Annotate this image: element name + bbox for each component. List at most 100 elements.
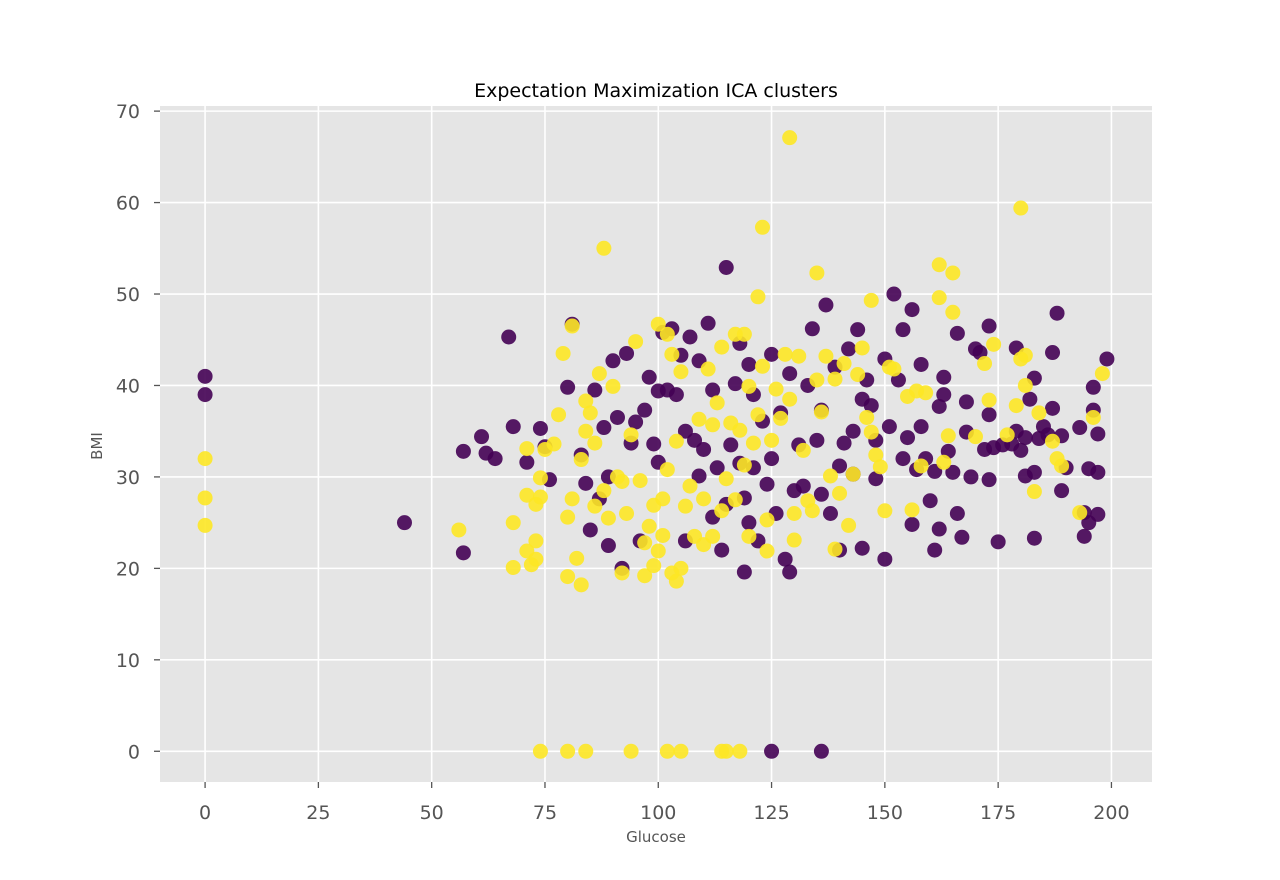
- data-point: [759, 512, 775, 528]
- data-point: [587, 382, 603, 398]
- data-point: [881, 419, 897, 435]
- data-point: [696, 441, 712, 457]
- data-point: [1045, 400, 1061, 416]
- data-point: [791, 348, 807, 364]
- data-point: [197, 368, 213, 384]
- data-point: [628, 414, 644, 430]
- data-point: [573, 452, 589, 468]
- data-point: [591, 366, 607, 382]
- data-point: [646, 436, 662, 452]
- data-point: [832, 458, 848, 474]
- x-axis-label: Glucose: [626, 828, 686, 846]
- data-point: [936, 369, 952, 385]
- data-point: [528, 551, 544, 567]
- data-point: [505, 419, 521, 435]
- data-point: [1094, 366, 1110, 382]
- data-point: [1013, 200, 1029, 216]
- data-point: [877, 503, 893, 519]
- data-point: [822, 468, 838, 484]
- data-point: [764, 451, 780, 467]
- data-point: [1090, 506, 1106, 522]
- data-point: [659, 326, 675, 342]
- data-point: [863, 292, 879, 308]
- data-point: [646, 558, 662, 574]
- data-point: [705, 417, 721, 433]
- data-point: [546, 436, 562, 452]
- data-point: [709, 460, 725, 476]
- data-point: [931, 399, 947, 415]
- data-point: [696, 491, 712, 507]
- data-point: [709, 395, 725, 411]
- data-point: [619, 345, 635, 361]
- data-point: [718, 260, 734, 276]
- data-point: [605, 353, 621, 369]
- series-0: [197, 260, 1115, 759]
- data-point: [904, 516, 920, 532]
- data-point: [750, 289, 766, 305]
- data-point: [736, 564, 752, 580]
- data-point: [931, 257, 947, 273]
- data-point: [582, 405, 598, 421]
- data-point: [1072, 420, 1088, 436]
- data-point: [913, 458, 929, 474]
- data-point: [600, 510, 616, 526]
- data-point: [990, 534, 1006, 550]
- data-point: [809, 432, 825, 448]
- data-point: [1026, 464, 1042, 480]
- data-point: [1008, 398, 1024, 414]
- data-point: [836, 356, 852, 372]
- y-tick-label: 30: [116, 467, 140, 489]
- data-point: [836, 435, 852, 451]
- data-point: [1085, 379, 1101, 395]
- data-point: [986, 336, 1002, 352]
- data-point: [632, 473, 648, 489]
- data-point: [628, 334, 644, 350]
- data-point: [741, 528, 757, 544]
- data-point: [777, 551, 793, 567]
- data-point: [714, 503, 730, 519]
- data-point: [1054, 458, 1070, 474]
- y-axis-label: BMI: [88, 432, 106, 460]
- data-point: [1045, 433, 1061, 449]
- data-point: [1076, 528, 1092, 544]
- data-point: [1072, 505, 1088, 521]
- data-point: [691, 411, 707, 427]
- data-point: [560, 569, 576, 585]
- data-point: [573, 577, 589, 593]
- data-point: [623, 743, 639, 759]
- data-point: [945, 304, 961, 320]
- data-point: [691, 468, 707, 484]
- data-point: [641, 518, 657, 534]
- data-point: [754, 358, 770, 374]
- y-tick-label: 70: [116, 101, 140, 123]
- data-point: [532, 420, 548, 436]
- x-tick-label: 25: [306, 802, 330, 824]
- data-point: [958, 394, 974, 410]
- data-point: [782, 391, 798, 407]
- x-tick-label: 150: [867, 802, 903, 824]
- data-point: [868, 471, 884, 487]
- data-point: [813, 486, 829, 502]
- data-point: [723, 437, 739, 453]
- data-point: [718, 471, 734, 487]
- data-point: [936, 387, 952, 403]
- data-point: [659, 462, 675, 478]
- data-point: [560, 509, 576, 525]
- data-point: [682, 478, 698, 494]
- data-point: [396, 515, 412, 531]
- data-point: [551, 407, 567, 423]
- data-point: [609, 409, 625, 425]
- data-point: [782, 130, 798, 146]
- data-point: [913, 419, 929, 435]
- x-tick-label: 125: [753, 802, 789, 824]
- data-point: [949, 325, 965, 341]
- data-point: [505, 559, 521, 575]
- data-point: [197, 451, 213, 467]
- x-axis-ticks: 0 25 50 75 100 125 150 175 200: [199, 782, 1130, 824]
- data-point: [981, 318, 997, 334]
- data-point: [741, 378, 757, 394]
- data-point: [922, 493, 938, 509]
- data-point: [564, 491, 580, 507]
- data-point: [1017, 347, 1033, 363]
- data-point: [736, 326, 752, 342]
